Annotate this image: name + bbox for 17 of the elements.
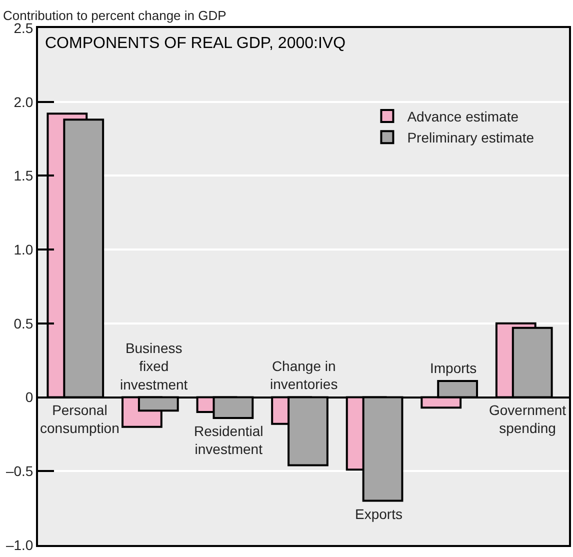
x-tick-label: Exports	[355, 506, 402, 522]
y-tick-label: –0.5	[6, 463, 34, 480]
y-tick-label: 1.0	[14, 241, 34, 258]
y-tick-label: 0.5	[14, 315, 34, 332]
legend-label: Preliminary estimate	[407, 130, 534, 146]
x-tick-label: Personal consumption	[40, 402, 120, 436]
x-tick-label: Change in inventories	[270, 358, 338, 392]
y-tick-label: –1.0	[6, 536, 34, 553]
text: COMPONENTS OF REAL GDP, 2000:IVQ	[45, 35, 346, 52]
y-tick-label: 1.5	[14, 168, 34, 184]
y-tick-label: 2.0	[14, 94, 34, 110]
x-tick-label: Residential investment	[194, 423, 264, 458]
y-tick-label: 0	[25, 389, 34, 406]
legend-label: Advance estimate	[407, 108, 519, 124]
x-tick-label: Imports	[430, 360, 477, 376]
x-tick-label: Government spending	[489, 402, 566, 436]
x-tick-label: Business fixed investment	[120, 340, 188, 392]
